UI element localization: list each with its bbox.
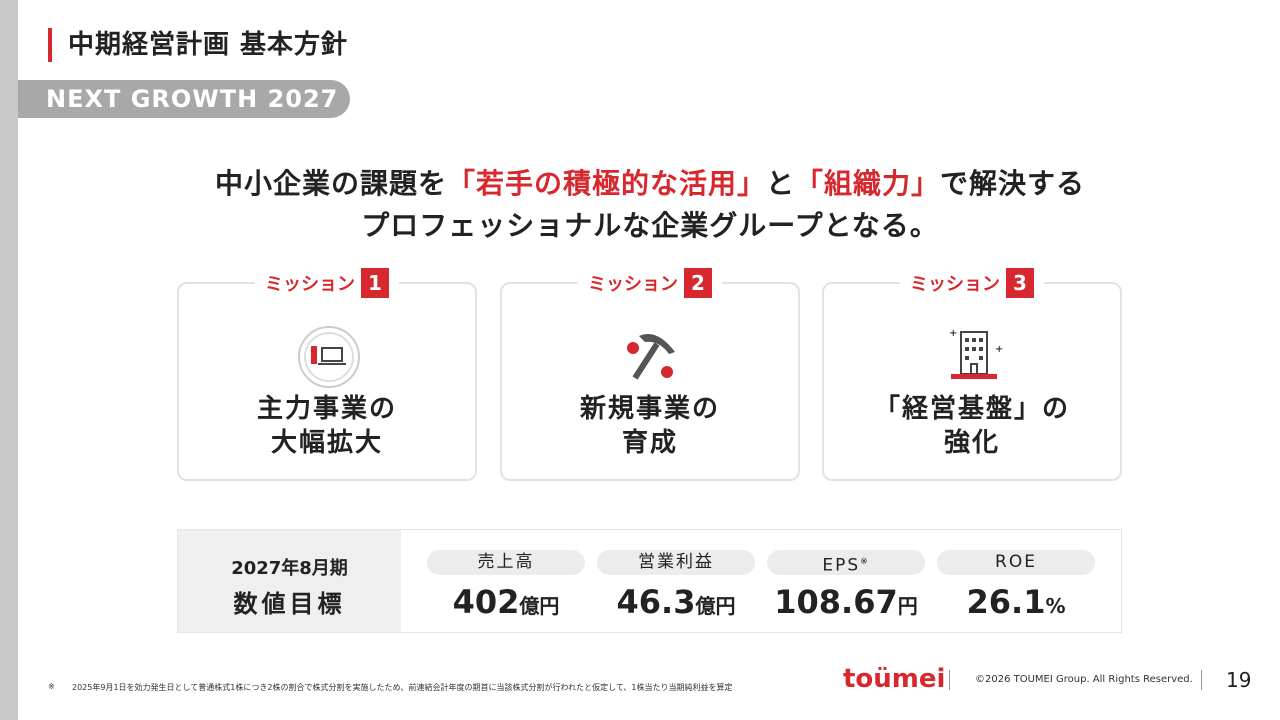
mission-number: 3 (1006, 268, 1034, 298)
target-value: 108.67円 (767, 583, 925, 621)
title-line: 「経営基盤」の (873, 394, 1070, 424)
unit: % (1045, 594, 1066, 618)
title: 中期経営計画 基本方針 (48, 28, 348, 62)
value: 46.3 (616, 583, 696, 621)
unit: 円 (897, 594, 918, 618)
mission-card: ミッション 1 主力事業の大幅拡大 (177, 268, 477, 481)
svg-text:+: + (995, 344, 1003, 355)
target: EPS※ 108.67円 (767, 550, 925, 621)
footnote: 2025年9月1日を効力発生日として普通株式1株につき2株の割合で株式分割を実施… (72, 683, 733, 692)
statement-line: 中小企業の課題を「若手の積極的な活用」と「組織力」で解決する (0, 162, 1280, 202)
highlight: 「組織力」 (795, 167, 941, 200)
title-line: 大幅拡大 (270, 428, 383, 458)
unit: 億円 (519, 594, 560, 618)
name: 売上高 (477, 552, 535, 572)
text: 中小企業の課題を (214, 167, 447, 200)
title-line: 強化 (943, 428, 1000, 458)
note-mark: ※ (860, 557, 870, 567)
mission-number: 2 (684, 268, 712, 298)
target: ROE 26.1% (937, 550, 1095, 621)
target-name: EPS※ (767, 550, 925, 576)
mission-label: ミッション 3 (824, 268, 1120, 298)
value: 402 (452, 583, 520, 621)
mission-card: ミッション 3 + + 「経営基盤」の 強化 (822, 268, 1122, 481)
mission-title: 「経営基盤」の 強化 (824, 392, 1120, 460)
value: 108.67 (774, 583, 898, 621)
target-name: ROE (937, 550, 1095, 575)
text: で解決する (940, 167, 1086, 200)
svg-text:+: + (949, 328, 957, 339)
value: 26.1 (966, 583, 1046, 621)
targets-label: 2027年8月期 数値目標 (178, 530, 401, 632)
mission-card: ミッション 2 新規事業の育成 (500, 268, 800, 481)
statement-line: プロフェッショナルな企業グループとなる。 (361, 209, 939, 242)
target-name: 営業利益 (597, 550, 755, 575)
target-value: 26.1% (937, 583, 1095, 621)
mission-title: 新規事業の 育成 (502, 392, 798, 460)
targets-box: 2027年8月期 数値目標 売上高 402億円 営業利益 46.3億円 EPS※… (177, 529, 1122, 633)
label: ミッション (910, 274, 1000, 295)
logo: toümei (843, 664, 946, 694)
highlight: 「若手の積極的な活用」 (446, 167, 766, 200)
target: 営業利益 46.3億円 (597, 550, 755, 621)
target: 売上高 402億円 (427, 550, 585, 621)
icon (294, 322, 364, 396)
label: ミッション (265, 274, 355, 295)
title-line: 新規事業の (579, 394, 720, 424)
name: 営業利益 (638, 552, 714, 572)
unit: 億円 (695, 594, 736, 618)
footnote-mark: ※ (48, 682, 55, 691)
target-value: 402億円 (427, 583, 585, 621)
label: 数値目標 (233, 590, 346, 618)
icon (617, 322, 687, 396)
sidebar (0, 0, 18, 720)
mission-label: ミッション 1 (179, 268, 475, 298)
mission-number: 1 (361, 268, 389, 298)
divider (1201, 670, 1202, 690)
mission-title: 主力事業の 大幅拡大 (179, 392, 475, 460)
title-line: 主力事業の (256, 394, 397, 424)
target-name: 売上高 (427, 550, 585, 575)
page-number: 19 (1226, 668, 1252, 692)
icon: + + (939, 322, 1009, 396)
title-line: 育成 (621, 428, 678, 458)
name: ROE (995, 552, 1037, 572)
subtitle: NEXT GROWTH 2027 (18, 80, 350, 118)
target-value: 46.3億円 (597, 583, 755, 621)
divider (949, 670, 950, 690)
mission-label: ミッション 2 (502, 268, 798, 298)
period: 2027年8月期 (231, 558, 348, 579)
copyright: ©2026 TOUMEI Group. All Rights Reserved. (975, 674, 1193, 685)
label: ミッション (588, 274, 678, 295)
name: EPS (822, 555, 861, 576)
text: と (765, 167, 795, 200)
